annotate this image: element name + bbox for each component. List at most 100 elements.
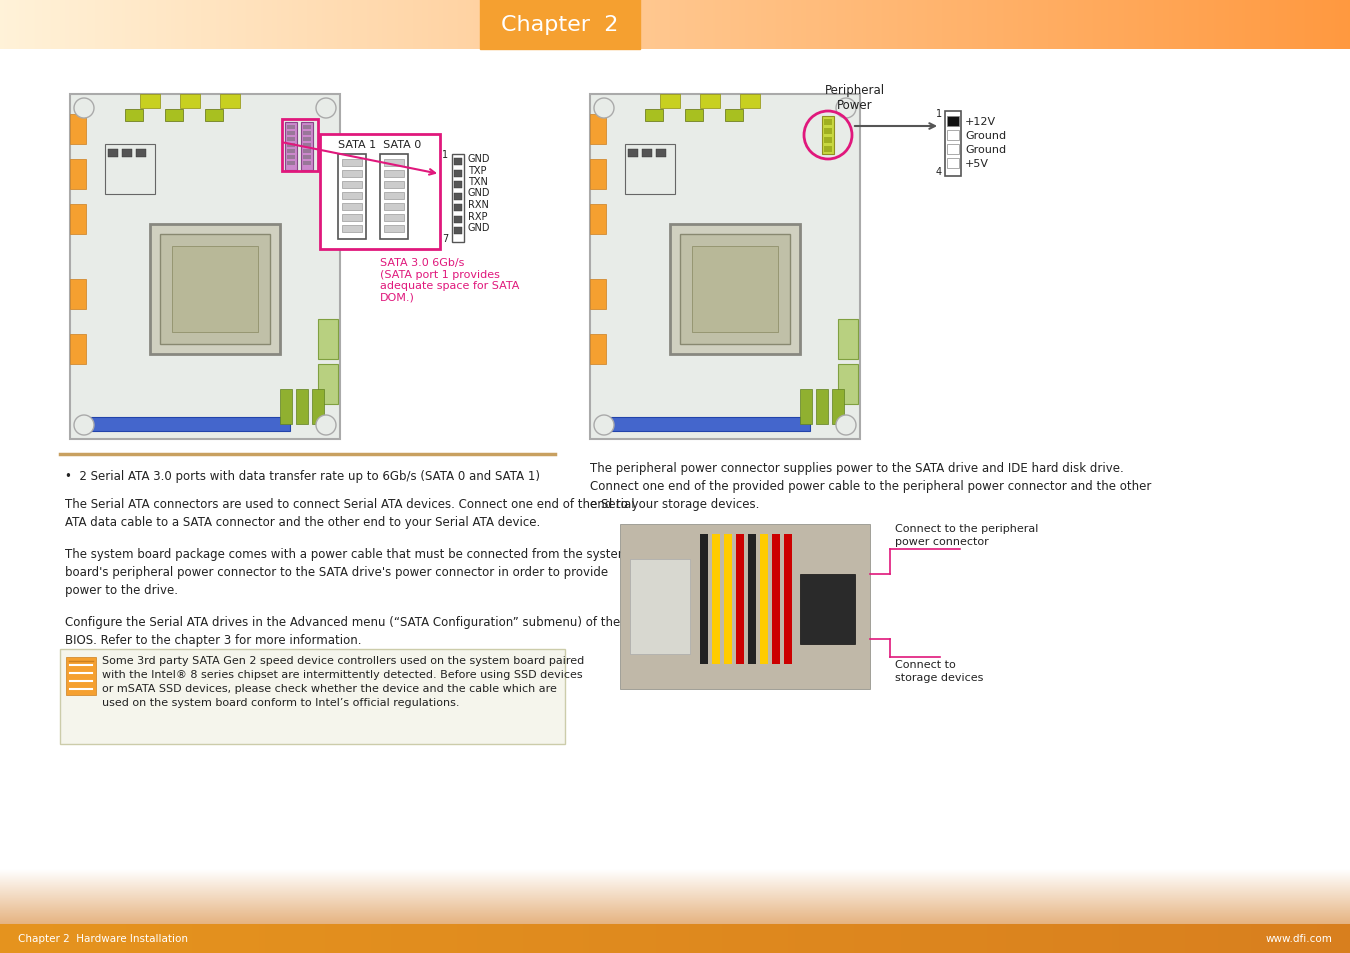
Text: TXP: TXP — [468, 165, 486, 175]
Bar — [784, 535, 792, 664]
Bar — [180, 95, 200, 109]
Bar — [70, 280, 86, 310]
Bar — [383, 171, 404, 178]
Bar — [342, 171, 362, 178]
Bar — [590, 160, 606, 190]
Bar — [319, 319, 338, 359]
Bar — [383, 226, 404, 233]
Bar — [319, 365, 338, 405]
Bar — [312, 390, 324, 424]
Text: Chapter  2: Chapter 2 — [501, 15, 618, 35]
Bar — [342, 160, 362, 167]
Text: SATA 1  SATA 0: SATA 1 SATA 0 — [339, 140, 421, 150]
Bar — [946, 117, 958, 127]
Bar — [760, 535, 768, 664]
Bar — [342, 214, 362, 222]
Bar — [126, 110, 143, 122]
Bar — [590, 115, 606, 145]
Circle shape — [594, 99, 614, 119]
Bar — [680, 234, 790, 345]
Bar — [832, 390, 844, 424]
Bar — [454, 159, 462, 166]
Text: RXP: RXP — [468, 212, 487, 221]
Text: GND: GND — [468, 223, 490, 233]
Bar — [660, 95, 680, 109]
Text: www.dfi.com: www.dfi.com — [1265, 934, 1332, 943]
Bar — [628, 150, 639, 158]
Bar — [824, 129, 832, 135]
Bar — [288, 132, 296, 136]
Bar — [946, 131, 958, 141]
Circle shape — [316, 416, 336, 436]
Bar — [302, 138, 311, 142]
Bar — [701, 95, 720, 109]
Bar — [711, 535, 720, 664]
Circle shape — [74, 99, 94, 119]
Text: +5V: +5V — [965, 159, 990, 169]
Bar — [150, 225, 279, 355]
Bar — [302, 126, 311, 130]
Text: •  2 Serial ATA 3.0 ports with data transfer rate up to 6Gb/s (SATA 0 and SATA 1: • 2 Serial ATA 3.0 ports with data trans… — [65, 470, 540, 482]
Text: The system board package comes with a power cable that must be connected from th: The system board package comes with a po… — [65, 547, 629, 597]
Bar — [693, 247, 778, 333]
Bar — [454, 216, 462, 223]
Bar — [452, 154, 464, 243]
Bar — [822, 117, 834, 154]
Bar — [70, 115, 86, 145]
Bar — [454, 205, 462, 212]
Bar — [656, 150, 666, 158]
Bar — [590, 205, 606, 234]
Bar — [946, 159, 958, 169]
Bar — [815, 390, 828, 424]
Bar — [288, 156, 296, 160]
Bar — [122, 150, 132, 158]
Text: Peripheral
Power: Peripheral Power — [825, 84, 886, 112]
Bar — [288, 138, 296, 142]
Text: The peripheral power connector supplies power to the SATA drive and IDE hard dis: The peripheral power connector supplies … — [590, 461, 1152, 511]
Bar — [801, 575, 855, 644]
Bar — [383, 204, 404, 211]
Bar — [279, 390, 292, 424]
Bar — [302, 144, 311, 148]
Bar — [288, 126, 296, 130]
Bar — [481, 0, 640, 50]
Bar — [610, 417, 810, 432]
Bar — [302, 150, 311, 153]
Bar — [838, 365, 859, 405]
Bar — [945, 112, 961, 177]
Bar — [725, 110, 743, 122]
Bar — [590, 280, 606, 310]
Text: 1: 1 — [441, 150, 448, 160]
Bar — [302, 132, 311, 136]
Bar — [454, 193, 462, 200]
Bar — [66, 658, 96, 696]
Bar — [136, 150, 146, 158]
Bar — [342, 226, 362, 233]
Circle shape — [594, 416, 614, 436]
Text: Chapter 2  Hardware Installation: Chapter 2 Hardware Installation — [18, 934, 188, 943]
Bar — [824, 120, 832, 126]
Bar — [288, 162, 296, 166]
Bar — [379, 154, 408, 240]
Text: SATA 3.0 6Gb/s
(SATA port 1 provides
adequate space for SATA
DOM.): SATA 3.0 6Gb/s (SATA port 1 provides ade… — [379, 257, 520, 302]
Bar — [220, 95, 240, 109]
Bar — [70, 335, 86, 365]
Bar — [282, 120, 319, 172]
Bar — [338, 154, 366, 240]
Bar — [736, 535, 744, 664]
Bar — [301, 123, 313, 171]
Bar — [724, 535, 732, 664]
Bar — [302, 156, 311, 160]
Bar — [824, 147, 832, 152]
Bar — [454, 182, 462, 189]
Bar — [171, 247, 258, 333]
Bar — [59, 649, 566, 744]
Bar — [288, 144, 296, 148]
Text: +12V: +12V — [965, 117, 996, 127]
Bar — [620, 524, 869, 689]
Text: Ground: Ground — [965, 145, 1006, 154]
Bar — [90, 417, 290, 432]
Bar — [342, 182, 362, 189]
Bar — [824, 138, 832, 144]
Bar — [140, 95, 161, 109]
